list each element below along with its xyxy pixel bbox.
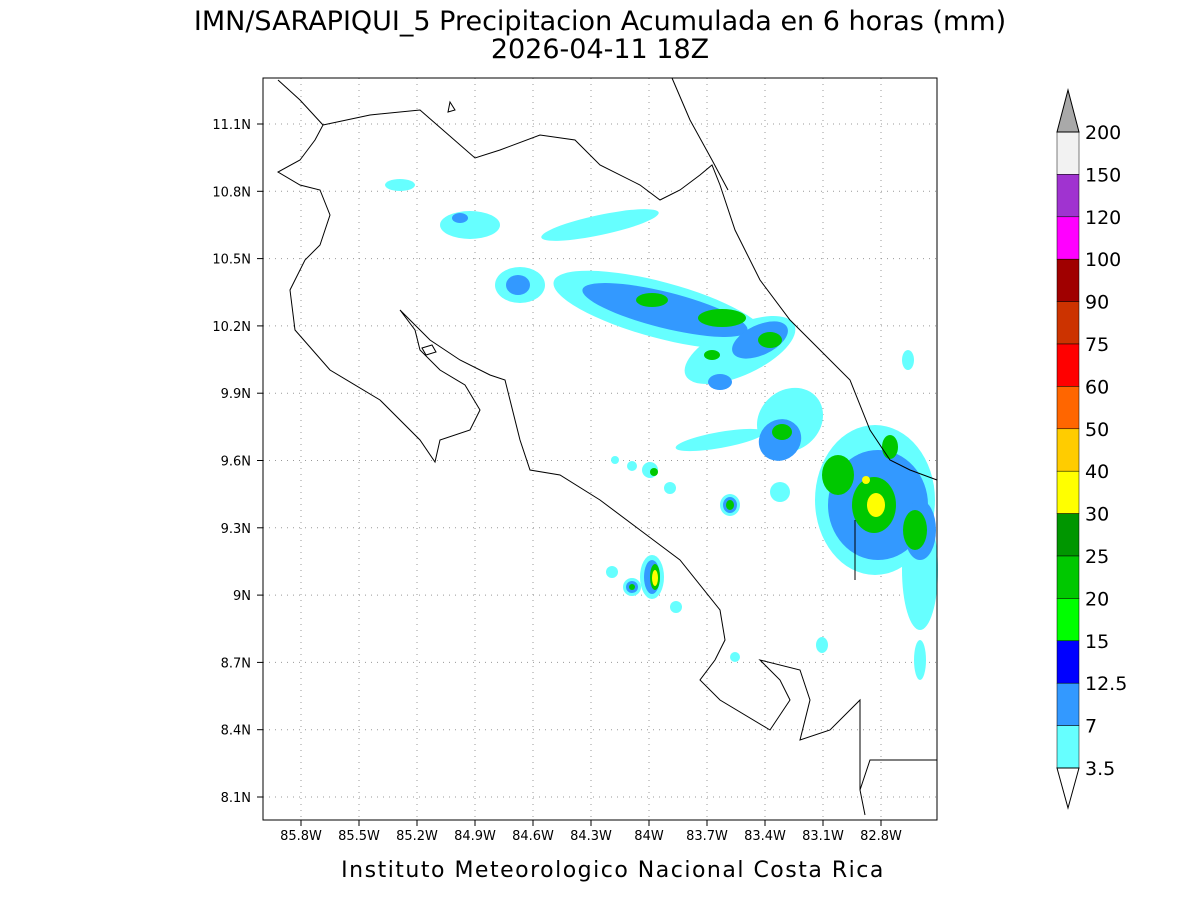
colorbar-label: 20 [1085, 588, 1109, 610]
lat-tick-label: 9.6N [221, 455, 251, 470]
lat-tick-label: 8.4N [221, 724, 251, 739]
colorbar-label: 75 [1085, 334, 1109, 356]
colorbar-segment [1056, 470, 1080, 514]
colorbar-segment [1056, 598, 1080, 642]
lon-tick-label: 82.8W [860, 829, 902, 844]
colorbar-segment [1056, 428, 1080, 472]
colorbar-over [1056, 88, 1080, 133]
lat-tick-label: 11.1N [212, 118, 251, 133]
lat-tick-label: 9.3N [221, 522, 251, 537]
map-frame [262, 77, 938, 821]
colorbar-label: 40 [1085, 461, 1109, 483]
precipitation [385, 179, 938, 680]
lat-tick-label: 9.9N [221, 387, 251, 402]
colorbar-label: 25 [1085, 546, 1109, 568]
colorbar-label: 120 [1085, 207, 1121, 229]
lon-tick-label: 85.8W [280, 829, 322, 844]
colorbar-label: 15 [1085, 631, 1109, 653]
colorbar-label: 30 [1085, 504, 1109, 526]
colorbar-segment [1056, 131, 1080, 175]
colorbar-label: 12.5 [1085, 673, 1127, 695]
lon-tick-label: 83.4W [744, 829, 786, 844]
colorbar-segment [1056, 174, 1080, 218]
lat-tick-label: 10.5N [212, 253, 251, 268]
colorbar-segment [1056, 682, 1080, 726]
lon-tick-label: 83.1W [802, 829, 844, 844]
lon-tick-label: 85.2W [396, 829, 438, 844]
lon-tick-label: 84.9W [454, 829, 496, 844]
lon-tick-label: 83.7W [686, 829, 728, 844]
colorbar-segment [1056, 216, 1080, 260]
colorbar-segment [1056, 301, 1080, 345]
lon-tick-label: 84W [634, 829, 664, 844]
lat-tick-label: 9N [233, 589, 251, 604]
lat-tick-label: 10.2N [212, 320, 251, 335]
colorbar-label: 3.5 [1085, 758, 1115, 780]
colorbar-under [1056, 767, 1080, 810]
subtitle: 2026-04-11 18Z [491, 34, 709, 65]
colorbar-label: 200 [1085, 122, 1121, 144]
colorbar-segment [1056, 725, 1080, 769]
colorbar-label: 100 [1085, 249, 1121, 271]
lon-tick-label: 84.3W [570, 829, 612, 844]
colorbar-segment [1056, 386, 1080, 430]
lon-tick-label: 85.5W [338, 829, 380, 844]
coastlines [276, 77, 938, 816]
colorbar-label: 150 [1085, 164, 1121, 186]
colorbar: 200 150 120 100 90 75 60 50 40 30 25 20 15 12.5 7 3.5 [1056, 88, 1127, 810]
colorbar-segment [1056, 513, 1080, 557]
title: IMN/SARAPIQUI_5 Precipitacion Acumulada … [194, 6, 1006, 37]
grid [263, 78, 937, 820]
colorbar-segment [1056, 343, 1080, 387]
colorbar-segment [1056, 555, 1080, 599]
lat-tick-label: 8.1N [221, 791, 251, 806]
colorbar-label: 90 [1085, 292, 1109, 314]
colorbar-label: 50 [1085, 419, 1109, 441]
colorbar-label: 60 [1085, 376, 1109, 398]
colorbar-segment [1056, 258, 1080, 302]
colorbar-segment [1056, 640, 1080, 684]
lon-tick-label: 84.6W [512, 829, 554, 844]
footer: Instituto Meteorologico Nacional Costa R… [341, 858, 885, 883]
lat-tick-label: 10.8N [212, 185, 251, 200]
lat-tick-label: 8.7N [221, 656, 251, 671]
axes: 11.1N 10.8N 10.5N 10.2N 9.9N 9.6N 9.3N 9N 8.7N 8.… [212, 118, 902, 844]
colorbar-label: 7 [1085, 716, 1097, 738]
